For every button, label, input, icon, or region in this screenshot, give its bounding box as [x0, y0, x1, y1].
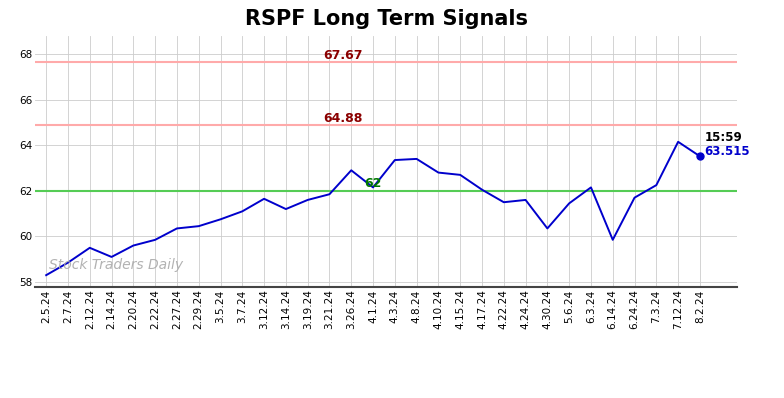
Text: 15:59: 15:59	[704, 131, 742, 144]
Text: 63.515: 63.515	[704, 145, 750, 158]
Text: Stock Traders Daily: Stock Traders Daily	[49, 258, 183, 271]
Point	[694, 153, 706, 160]
Text: 64.88: 64.88	[324, 113, 363, 125]
Text: 67.67: 67.67	[324, 49, 363, 62]
Text: 62: 62	[365, 178, 382, 190]
Title: RSPF Long Term Signals: RSPF Long Term Signals	[245, 9, 528, 29]
